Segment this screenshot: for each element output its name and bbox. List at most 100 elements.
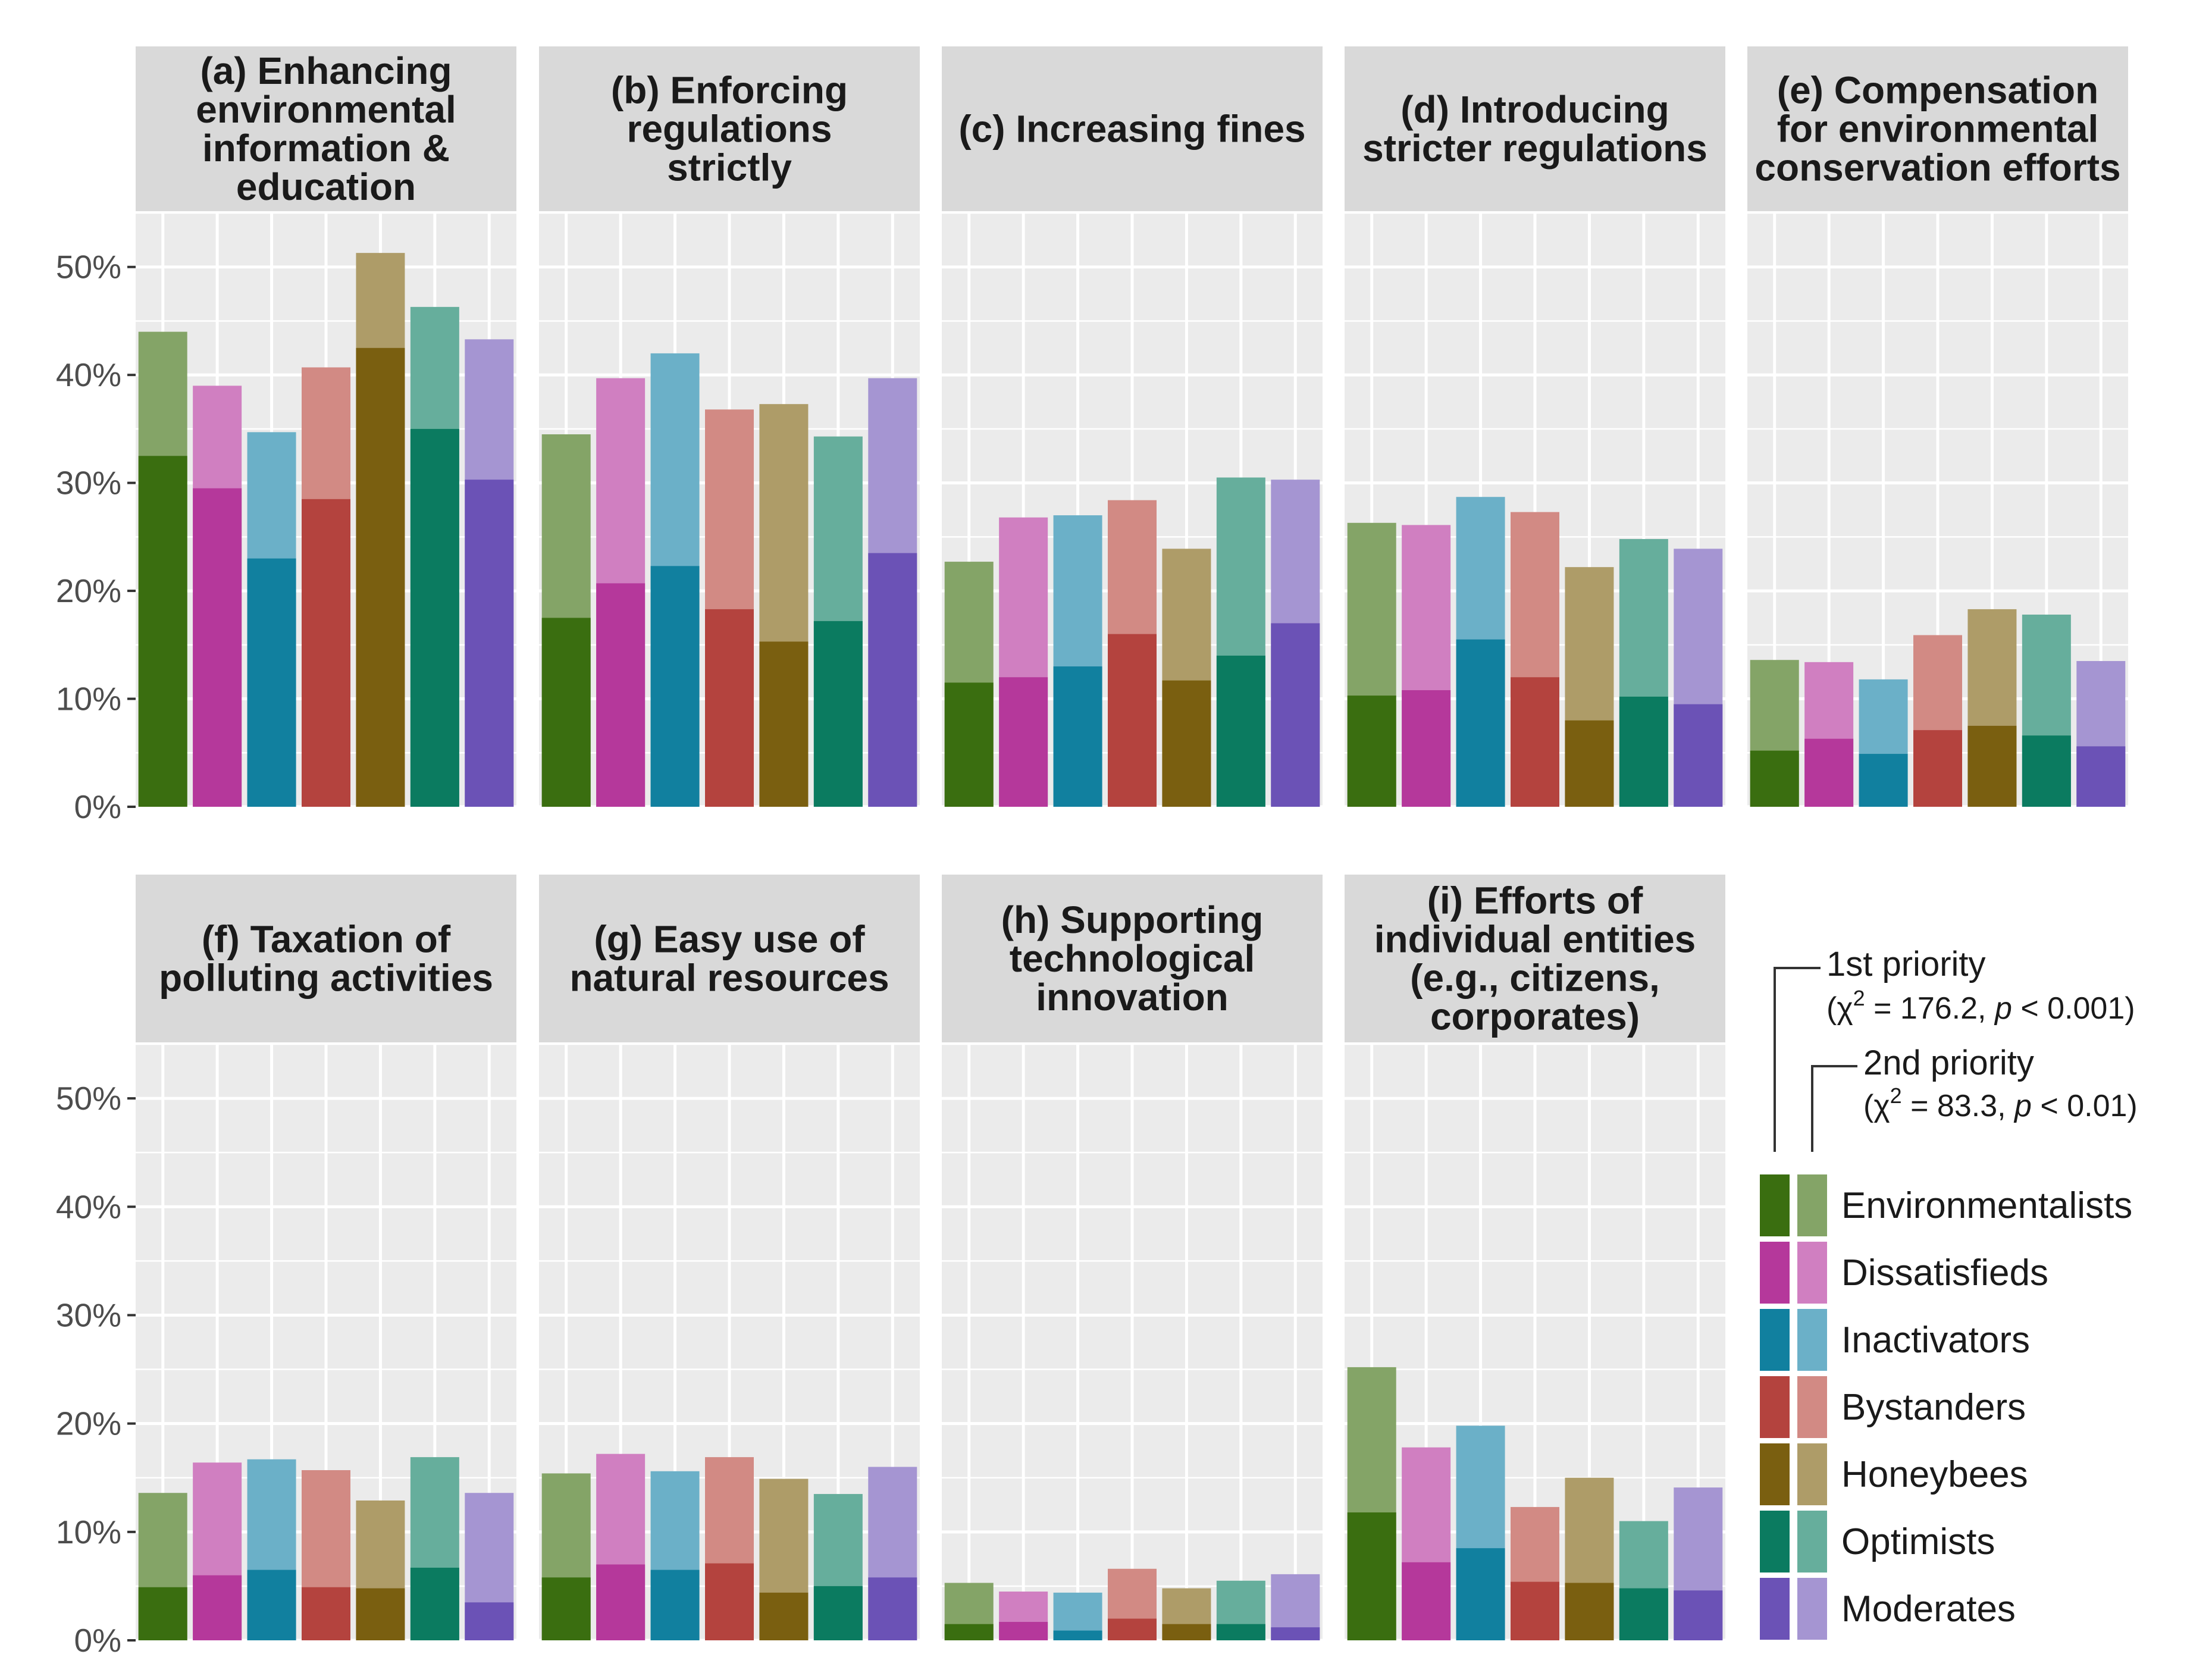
bar-1st-priority-honeybees (356, 1588, 405, 1640)
y-tick-label: 50% (56, 249, 121, 286)
bar-1st-priority-dissatisfieds (999, 1622, 1048, 1640)
y-axis-row-2: 0% 10% 20% 30% 40% 50% (56, 1080, 136, 1659)
bar-1st-priority-inactivators (247, 558, 296, 807)
facet-title-line: innovation (1036, 976, 1229, 1019)
legend-swatch-2nd-environmentalists (1797, 1174, 1827, 1236)
legend-swatch-2nd-dissatisfieds (1797, 1242, 1827, 1304)
bar-1st-priority-inactivators (1053, 1630, 1102, 1640)
y-tick-label: 10% (56, 681, 121, 718)
facet-title-line: natural resources (569, 957, 889, 1000)
y-tick-label: 20% (56, 572, 121, 609)
facet-title-line: for environmental (1777, 108, 2099, 151)
legend-connector-2nd (1811, 1065, 1857, 1152)
facet-strip (1345, 875, 1725, 1042)
bar-1st-priority-dissatisfieds (193, 1575, 242, 1640)
y-tick-label: 30% (56, 465, 121, 502)
legend-1st-priority-label: 1st priority (1826, 945, 1986, 983)
y-tick-label: 40% (56, 356, 121, 393)
facet-strip (1747, 46, 2128, 211)
bar-1st-priority-bystanders (302, 499, 350, 807)
bar-1st-priority-moderates (2076, 746, 2126, 807)
bar-1st-priority-bystanders (302, 1587, 350, 1640)
facet-title-line: corporates) (1430, 995, 1640, 1038)
bar-1st-priority-moderates (868, 1577, 917, 1640)
bar-1st-priority-moderates (465, 480, 514, 807)
bar-1st-priority-honeybees (1565, 720, 1614, 807)
bar-1st-priority-moderates (1674, 1590, 1723, 1640)
legend-connector-1st (1774, 967, 1821, 1152)
bar-1st-priority-honeybees (759, 1592, 809, 1640)
legend-swatch-2nd-moderates (1797, 1578, 1827, 1640)
bar-1st-priority-moderates (1271, 1627, 1320, 1640)
bar-1st-priority-environmentalists (944, 682, 994, 807)
facet-title-line: conservation efforts (1754, 146, 2120, 189)
legend-swatch-2nd-optimists (1797, 1511, 1827, 1573)
facet-strip (942, 46, 1323, 211)
bar-1st-priority-inactivators (247, 1570, 296, 1640)
legend-swatch-1st-honeybees (1760, 1443, 1790, 1505)
y-tick-label: 50% (56, 1080, 121, 1117)
bar-1st-priority-dissatisfieds (596, 583, 646, 807)
bar-1st-priority-bystanders (1108, 634, 1157, 807)
facet-strip (1345, 46, 1725, 211)
facet-title-line: (e) Compensation (1777, 69, 2098, 112)
bar-1st-priority-dissatisfieds (1804, 738, 1854, 807)
facet-strip (539, 875, 920, 1042)
facet-title-line: (b) Enforcing (611, 69, 848, 112)
bar-1st-priority-bystanders (705, 1563, 754, 1640)
bar-1st-priority-moderates (868, 553, 917, 807)
bar-1st-priority-optimists (813, 621, 863, 807)
bar-1st-priority-bystanders (705, 609, 754, 807)
facet-title-line: polluting activities (159, 957, 493, 1000)
facet-title-line: (d) Introducing (1400, 88, 1669, 131)
bar-1st-priority-environmentalists (138, 456, 187, 807)
legend-swatch-1st-inactivators (1760, 1309, 1790, 1371)
bar-1st-priority-inactivators (1456, 1548, 1505, 1640)
bar-1st-priority-bystanders (1913, 730, 1962, 807)
facet-title-line: (g) Easy use of (594, 918, 865, 961)
y-tick-label: 10% (56, 1514, 121, 1550)
bar-1st-priority-moderates (1271, 623, 1320, 807)
legend-swatch-2nd-honeybees (1797, 1443, 1827, 1505)
bar-1st-priority-environmentalists (1347, 1512, 1396, 1640)
bar-1st-priority-dissatisfieds (1402, 1562, 1451, 1640)
facet-strip (136, 875, 516, 1042)
legend-swatch-2nd-bystanders (1797, 1376, 1827, 1438)
bar-1st-priority-bystanders (1511, 677, 1559, 807)
legend-label-environmentalists: Environmentalists (1841, 1185, 2132, 1226)
legend-swatch-1st-environmentalists (1760, 1174, 1790, 1236)
facet-title-line: information & (202, 127, 450, 170)
bar-1st-priority-dissatisfieds (1402, 690, 1451, 807)
bar-1st-priority-optimists (1619, 696, 1668, 807)
bar-1st-priority-moderates (465, 1602, 514, 1640)
y-tick-label: 40% (56, 1188, 121, 1225)
y-axis-row-1: 0% 10% 20% 30% 40% 50% (56, 249, 136, 825)
bar-1st-priority-moderates (1674, 704, 1723, 807)
bar-1st-priority-honeybees (1162, 1624, 1211, 1640)
bar-1st-priority-environmentalists (541, 1577, 591, 1640)
legend: 1st priority(χ2 = 176.2, p < 0.001) 2nd p… (1760, 945, 2138, 1640)
legend-label-honeybees: Honeybees (1841, 1454, 2028, 1495)
bar-1st-priority-environmentalists (1750, 750, 1799, 807)
facet-title-line: (f) Taxation of (202, 918, 451, 961)
bar-1st-priority-optimists (1216, 1624, 1265, 1640)
legend-1st-priority-stat: (χ2 = 176.2, p < 0.001) (1826, 986, 2135, 1026)
facet-panel-c: (c) Increasing fines (942, 46, 1323, 809)
bar-1st-priority-dissatisfieds (999, 677, 1048, 807)
legend-label-moderates: Moderates (1841, 1589, 2016, 1630)
bar-1st-priority-inactivators (1053, 666, 1102, 807)
y-tick-label: 0% (74, 1622, 122, 1659)
facet-title-line: individual entities (1374, 918, 1696, 961)
legend-swatch-1st-bystanders (1760, 1376, 1790, 1438)
facet-strip (539, 46, 920, 211)
bar-1st-priority-honeybees (1967, 725, 2017, 807)
y-tick-label: 0% (74, 788, 122, 825)
bar-1st-priority-optimists (410, 428, 459, 807)
legend-2nd-priority-label: 2nd priority (1863, 1044, 2034, 1082)
bar-1st-priority-environmentalists (944, 1624, 994, 1640)
